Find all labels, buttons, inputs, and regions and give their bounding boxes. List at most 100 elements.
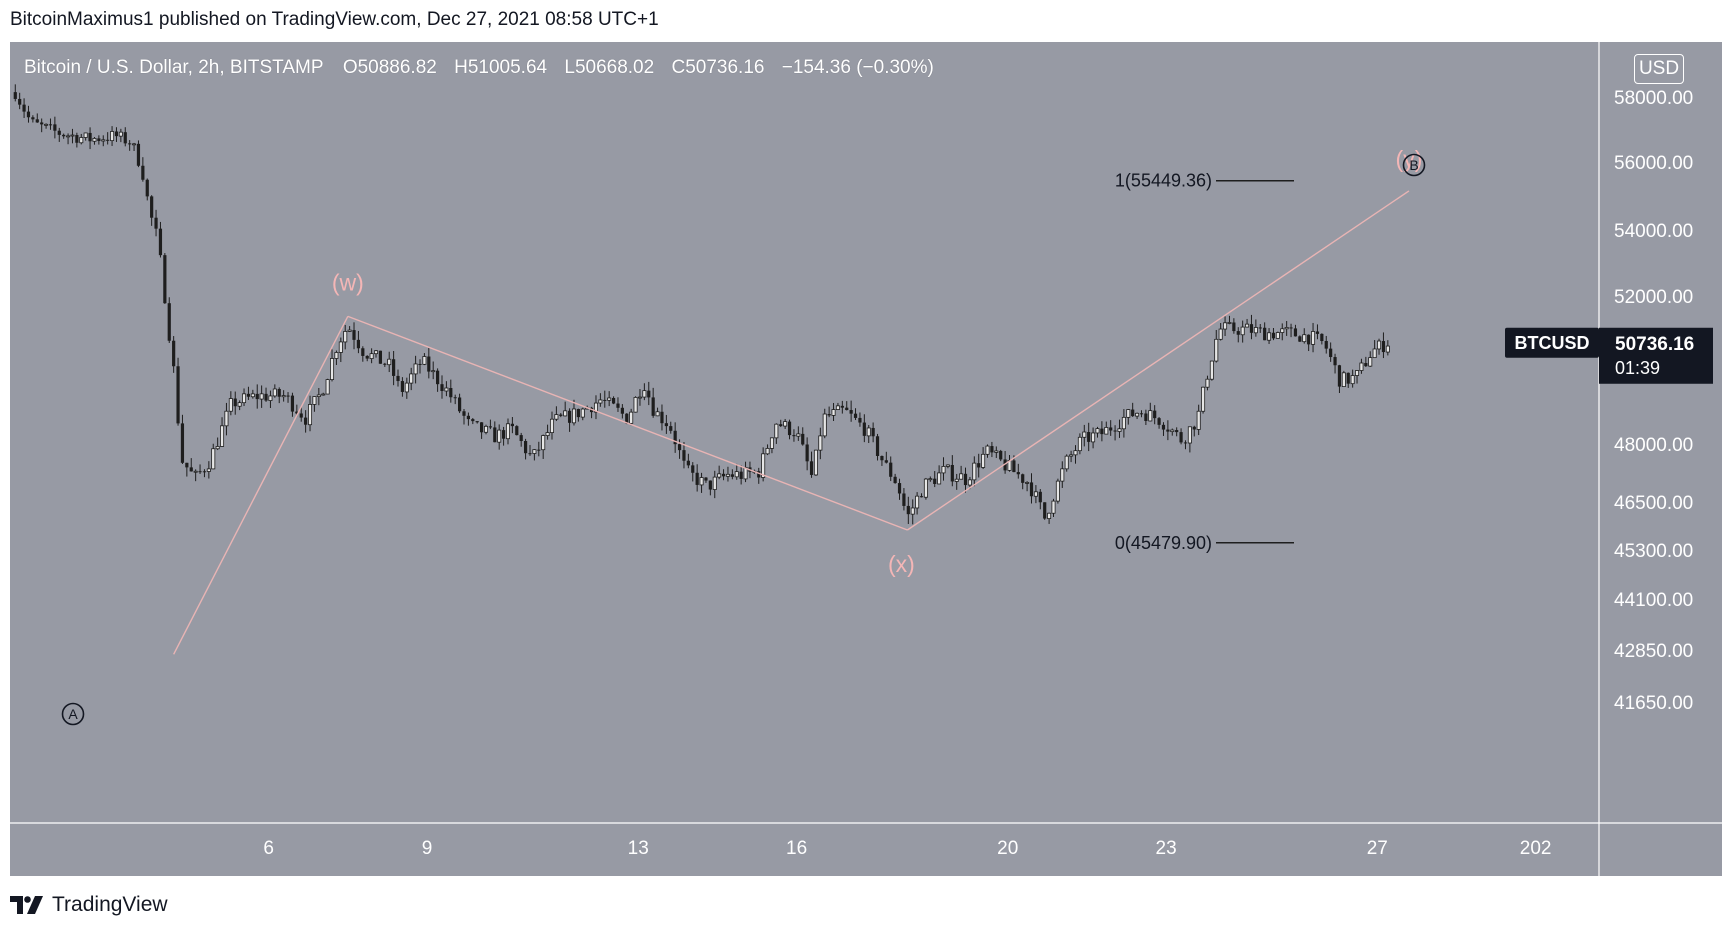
candle [281,390,286,402]
candle [1253,319,1258,337]
candle [471,417,475,425]
candle [1320,333,1324,345]
candle-body [22,104,26,112]
candle-body [1033,491,1038,497]
chart-area[interactable]: 1(55449.36) 0(45479.90) (w) (x) (y) A B … [10,42,1722,876]
candle-body [1240,326,1245,336]
candle-body [616,403,620,408]
chart-canvas[interactable]: 1(55449.36) 0(45479.90) (w) (x) (y) A B … [10,42,1722,876]
candle [805,437,809,471]
candle-body [1126,409,1131,418]
candle [167,297,171,343]
candle-body [730,474,734,477]
candle [1329,342,1333,362]
candle [774,423,779,444]
candle-body [1381,341,1386,353]
candle [1307,334,1311,352]
candle-body [682,450,686,461]
candle-body [488,426,492,428]
candle [246,386,251,400]
candle-body [53,124,57,131]
candle [549,411,554,440]
candle-body [642,390,647,398]
candle-body [704,477,708,481]
candle [1240,320,1245,343]
candle-body [906,505,910,515]
candle-body [708,480,712,490]
candle-body [664,423,668,427]
candle [1038,489,1042,510]
candle-body [637,396,642,399]
candle [937,465,942,485]
candle-body [1284,327,1289,330]
candle-body [206,468,211,472]
candle-body [18,98,22,105]
candle-body [607,397,612,401]
candle-body [308,404,313,426]
candle-body [945,464,950,467]
candle [897,478,902,500]
price-tag-countdown: 01:39 [1615,358,1660,378]
candle-body [858,417,862,423]
candle-body [114,131,119,137]
candle [1021,473,1025,490]
candle [757,467,761,484]
candle [383,362,387,367]
candle-body [396,375,400,382]
candle [571,399,576,426]
time-tick-label: 23 [1156,838,1177,859]
candle-body [458,397,462,412]
candle-body [1355,370,1360,376]
footer-brand[interactable]: TradingView [10,893,168,917]
candle [941,457,946,481]
candle [1166,420,1170,441]
candle [483,424,488,435]
candle [1161,422,1166,436]
ohlc-legend: Bitcoin / U.S. Dollar, 2h, BITSTAMP O508… [24,57,946,79]
candle [818,427,823,460]
candle-body [189,467,193,472]
candle-body [242,393,247,404]
candle [101,135,106,147]
candle-body [1087,432,1091,442]
candle-body [272,388,277,397]
currency-button[interactable]: USD [1634,54,1684,84]
candle [1227,315,1232,325]
candle-body [246,393,251,397]
price-axis[interactable]: 58000.00 56000.00 54000.00 52000.00 48000.00… [1614,88,1693,714]
candle-body [1161,424,1166,430]
candle-body [1139,413,1144,415]
candle-body [1307,334,1311,345]
candle [835,402,840,410]
candle [48,118,53,130]
candle-body [845,407,849,411]
candle [1289,323,1293,338]
candle-body [880,455,884,461]
candle-body [185,462,189,468]
candle [1218,323,1223,341]
price-tick-label: 42850.00 [1614,641,1693,662]
candle [691,462,695,482]
candle [532,449,537,461]
price-tick-label: 48000.00 [1614,435,1693,456]
candle-body [831,409,836,416]
legend-symbol[interactable]: Bitcoin / U.S. Dollar, 2h, BITSTAMP [24,57,324,78]
candle [259,385,264,408]
time-axis[interactable]: 6 9 13 16 20 23 27 202 [263,838,1551,859]
candle [1201,386,1206,414]
wave-label-a: A [68,706,78,722]
candle [682,442,686,469]
candle [884,451,888,464]
candle [866,425,871,444]
candle-body [919,496,924,498]
candle [387,351,392,373]
candle-body [985,445,990,455]
candle-body [290,395,295,412]
candle-body [343,331,348,343]
candle-body [154,217,158,229]
candle [26,105,31,123]
candle-body [1091,432,1096,443]
candle-body [910,507,915,515]
candle-body [941,466,946,474]
candle [1051,498,1056,517]
